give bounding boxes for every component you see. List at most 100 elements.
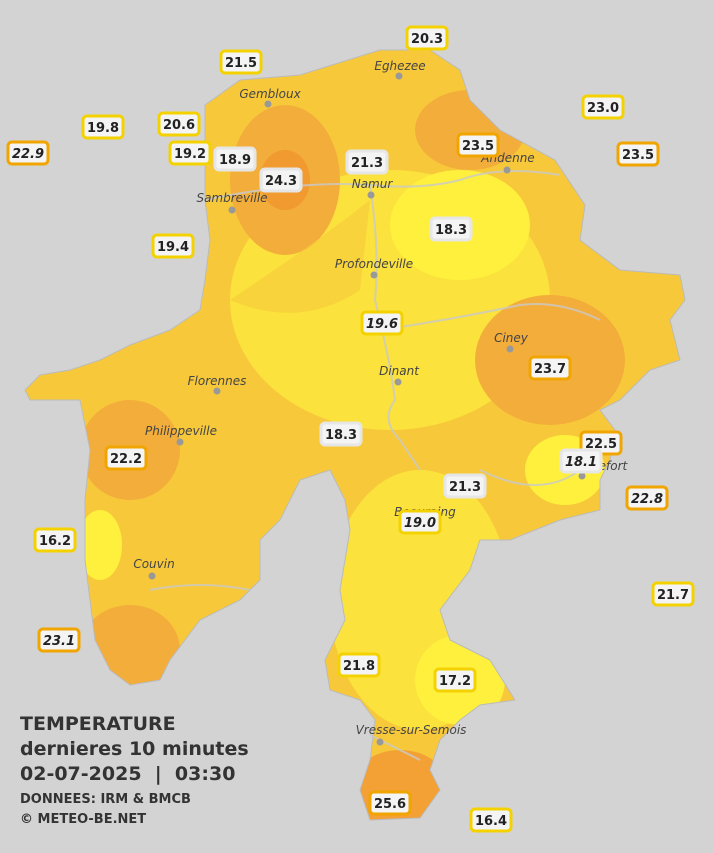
city-dot <box>506 345 514 353</box>
station-label: 21.5 <box>219 49 263 75</box>
station-value: 23.7 <box>534 362 566 377</box>
station-box <box>219 49 263 75</box>
station-box <box>456 132 500 158</box>
station-label: 19.2 <box>168 140 212 166</box>
station-label: 18.3 <box>319 421 363 447</box>
station-value: 19.6 <box>366 317 398 332</box>
station-box <box>81 114 125 140</box>
legend-copyright: © METEO-BE.NET <box>20 812 146 827</box>
city-name: Philippeville <box>145 424 217 438</box>
legend-source: DONNEES: IRM & BMCB <box>20 792 191 807</box>
station-box <box>213 146 257 172</box>
city-dot <box>376 738 384 746</box>
station-box <box>651 581 695 607</box>
station-label: 19.0 <box>398 509 442 535</box>
station-value: 22.8 <box>631 492 663 507</box>
station-box <box>168 140 212 166</box>
station-label: 24.3 <box>259 167 303 193</box>
station-box <box>360 310 404 336</box>
city-dot <box>228 206 236 214</box>
station-box <box>337 652 381 678</box>
station-label: 23.0 <box>581 94 625 120</box>
city-dot <box>264 100 272 108</box>
station-value: 23.0 <box>587 101 619 116</box>
station-value: 16.4 <box>475 814 507 829</box>
station-label: 18.1 <box>559 448 603 474</box>
station-value: 20.3 <box>411 32 443 47</box>
station-label: 18.9 <box>213 146 257 172</box>
station-label: 23.5 <box>456 132 500 158</box>
station-box <box>443 473 487 499</box>
station-box <box>433 667 477 693</box>
station-box <box>368 790 412 816</box>
station-value: 21.8 <box>343 659 375 674</box>
station-label: 17.2 <box>433 667 477 693</box>
station-value: 18.9 <box>219 153 251 168</box>
station-label: 21.3 <box>443 473 487 499</box>
station-value: 22.9 <box>12 147 44 162</box>
station-value: 18.1 <box>565 455 597 470</box>
station-label: 20.6 <box>157 111 201 137</box>
station-value: 23.5 <box>622 148 654 163</box>
city-name: Gembloux <box>239 87 301 101</box>
city-dot <box>148 572 156 580</box>
station-label: 19.6 <box>360 310 404 336</box>
city-name: Ciney <box>494 331 529 345</box>
station-box <box>581 94 625 120</box>
station-label: 22.9 <box>6 140 50 166</box>
station-box <box>6 140 50 166</box>
station-label: 19.4 <box>151 233 195 259</box>
station-box <box>616 141 660 167</box>
station-label: 25.6 <box>368 790 412 816</box>
station-label: 21.7 <box>651 581 695 607</box>
city-dot <box>370 271 378 279</box>
city-dot <box>578 472 586 480</box>
station-label: 21.3 <box>345 149 389 175</box>
station-value: 24.3 <box>265 174 297 189</box>
station-value: 21.5 <box>225 56 257 71</box>
station-box <box>37 627 81 653</box>
station-label: 16.2 <box>33 527 77 553</box>
station-label: 22.2 <box>104 445 148 471</box>
station-value: 16.2 <box>39 534 71 549</box>
station-label: 18.3 <box>429 216 473 242</box>
station-value: 20.6 <box>163 118 195 133</box>
station-value: 19.8 <box>87 121 119 136</box>
city-dot <box>395 72 403 80</box>
station-box <box>157 111 201 137</box>
station-label: 20.3 <box>405 25 449 51</box>
station-label: 19.8 <box>81 114 125 140</box>
station-box <box>559 448 603 474</box>
station-box <box>104 445 148 471</box>
station-box <box>259 167 303 193</box>
city-name: Dinant <box>379 364 420 378</box>
city-name: Vresse-sur-Semois <box>356 723 467 737</box>
station-value: 19.2 <box>174 147 206 162</box>
legend-datetime: 02-07-2025 | 03:30 <box>20 763 235 785</box>
legend-subtitle: dernieres 10 minutes <box>20 738 249 760</box>
station-box <box>319 421 363 447</box>
city-name: Profondeville <box>335 257 413 271</box>
station-value: 22.2 <box>110 452 142 467</box>
station-label: 21.8 <box>337 652 381 678</box>
station-value: 23.1 <box>43 634 75 649</box>
station-value: 25.6 <box>374 797 406 812</box>
station-value: 21.3 <box>351 156 383 171</box>
station-value: 17.2 <box>439 674 471 689</box>
station-label: 22.8 <box>625 485 669 511</box>
legend-title: TEMPERATURE <box>20 713 176 735</box>
city-dot <box>394 378 402 386</box>
station-value: 19.4 <box>157 240 189 255</box>
city-dot <box>367 191 375 199</box>
station-box <box>151 233 195 259</box>
station-box <box>625 485 669 511</box>
station-box <box>33 527 77 553</box>
station-label: 16.4 <box>469 807 513 833</box>
station-value: 19.0 <box>404 516 436 531</box>
rivers <box>149 170 601 761</box>
station-box <box>345 149 389 175</box>
station-box <box>405 25 449 51</box>
city-dot <box>213 387 221 395</box>
station-label: 23.7 <box>528 355 572 381</box>
